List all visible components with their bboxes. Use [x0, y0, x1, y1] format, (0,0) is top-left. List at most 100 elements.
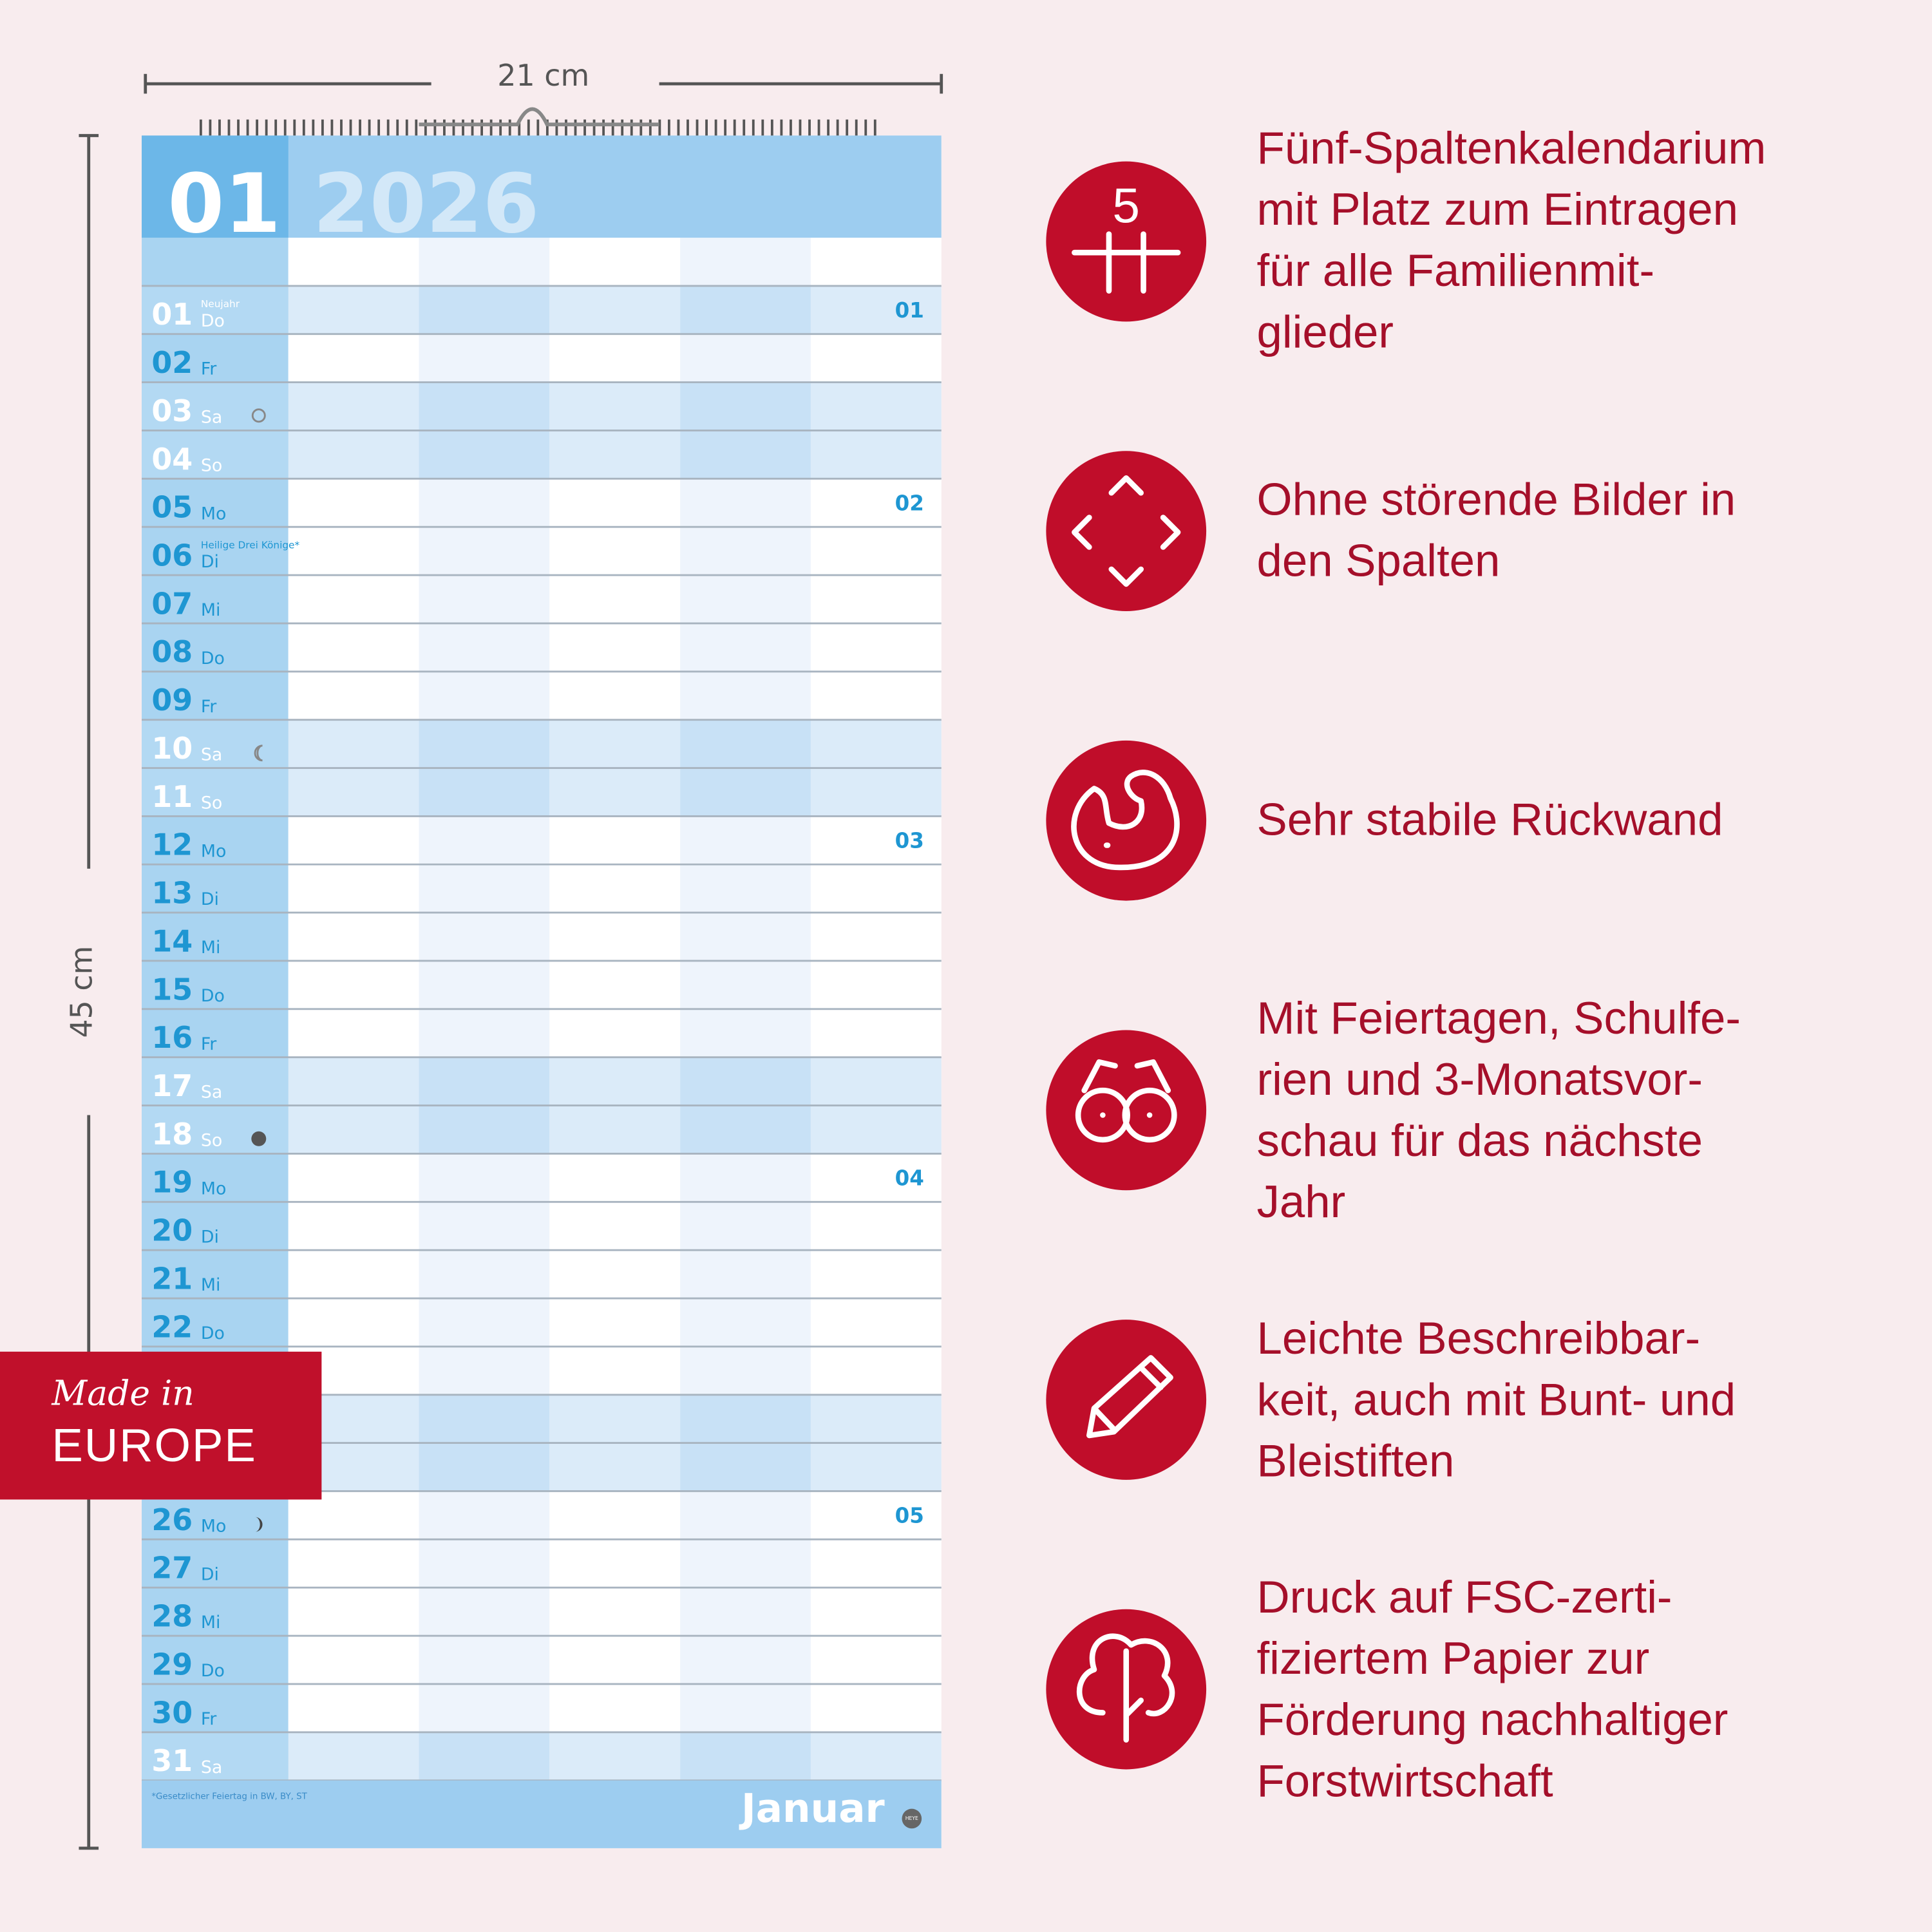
cell — [288, 1298, 419, 1347]
cell — [419, 382, 550, 431]
feature-text: Ohne störende Bilder in — [1257, 474, 1736, 525]
month-box — [142, 135, 289, 238]
cell — [549, 1009, 681, 1057]
height-label: 45 cm — [64, 946, 99, 1038]
cell — [680, 913, 811, 961]
cell — [810, 719, 942, 768]
column-head — [288, 238, 419, 286]
feature-text: Leichte Beschreibbar- — [1257, 1313, 1701, 1364]
cell — [810, 382, 942, 431]
cell — [288, 334, 419, 383]
day-number: 04 — [151, 442, 193, 477]
cell — [419, 1346, 550, 1395]
column-head — [680, 238, 811, 286]
cell — [680, 1683, 811, 1732]
cell — [288, 527, 419, 576]
cell — [810, 1346, 942, 1395]
cell — [288, 478, 419, 527]
cell — [680, 1443, 811, 1492]
weekday: Do — [201, 649, 225, 668]
weekday: So — [201, 455, 222, 475]
day-number: 31 — [151, 1743, 193, 1778]
day-number: 18 — [151, 1117, 193, 1151]
feature-text: mit Platz zum Eintragen — [1257, 184, 1738, 235]
cell — [810, 1298, 942, 1347]
cell — [810, 1539, 942, 1588]
cell — [680, 1539, 811, 1588]
cell — [419, 1298, 550, 1347]
day-cell — [142, 768, 289, 817]
day-number: 15 — [151, 972, 193, 1007]
column-head — [549, 238, 681, 286]
feature-text: für alle Familienmit- — [1257, 245, 1655, 296]
cell — [288, 1105, 419, 1154]
cell — [419, 478, 550, 527]
cell — [810, 864, 942, 913]
moon-quarter — [254, 744, 263, 762]
weekday: Sa — [201, 1083, 222, 1103]
cell — [549, 768, 681, 817]
cell — [680, 478, 811, 527]
cell — [810, 1732, 942, 1781]
weekday: Di — [201, 1564, 219, 1584]
cell — [549, 864, 681, 913]
day-number: 03 — [151, 393, 193, 428]
day-number: 11 — [151, 779, 193, 814]
cell — [288, 285, 419, 334]
feature-text: Sehr stabile Rückwand — [1257, 795, 1723, 846]
cell — [810, 1009, 942, 1057]
cell — [288, 1587, 419, 1636]
cell — [419, 960, 550, 1009]
week-number: 03 — [895, 829, 924, 853]
cell — [810, 430, 942, 479]
day-number: 30 — [151, 1695, 193, 1730]
cell — [810, 913, 942, 961]
cell — [419, 334, 550, 383]
cell — [680, 1202, 811, 1251]
cell — [810, 960, 942, 1009]
weekday: Mo — [201, 1179, 226, 1198]
weekday: Sa — [201, 1757, 222, 1777]
day-cell — [142, 1732, 289, 1781]
feature-text: Bleistiften — [1257, 1435, 1455, 1486]
feature-icon — [1046, 740, 1207, 901]
cell — [810, 623, 942, 672]
cell — [288, 575, 419, 623]
weekday: Fr — [201, 1034, 216, 1054]
day-number: 08 — [151, 634, 193, 669]
cell — [549, 960, 681, 1009]
feature-text: schau für das nächste — [1257, 1115, 1703, 1166]
weekday: Mo — [201, 841, 226, 861]
cell — [419, 913, 550, 961]
weekday: So — [201, 793, 222, 813]
day-number: 10 — [151, 731, 193, 766]
cell — [549, 1443, 681, 1492]
cell — [680, 623, 811, 672]
cell — [680, 1636, 811, 1684]
cell — [288, 768, 419, 817]
cell — [810, 1202, 942, 1251]
day-number: 29 — [151, 1647, 193, 1681]
cell — [680, 1587, 811, 1636]
cell — [549, 478, 681, 527]
cell — [549, 1683, 681, 1732]
moon-quarter — [255, 1517, 263, 1532]
month-name: Januar — [739, 1786, 886, 1832]
cell — [810, 1683, 942, 1732]
day-number: 01 — [151, 297, 193, 332]
cell — [419, 1443, 550, 1492]
feature-text: Förderung nachhaltiger — [1257, 1694, 1728, 1745]
cell — [810, 1443, 942, 1492]
week-number: 01 — [895, 298, 924, 323]
cell — [419, 1683, 550, 1732]
holiday-note: Heilige Drei Könige* — [201, 539, 300, 551]
cell — [680, 864, 811, 913]
weekday: Mi — [201, 938, 221, 958]
feature-text: Druck auf FSC-zerti- — [1257, 1572, 1672, 1623]
cell — [549, 575, 681, 623]
cell — [419, 816, 550, 865]
feature-text: Fünf-Spaltenkalendarium — [1257, 123, 1766, 174]
weekday: Do — [201, 311, 225, 331]
